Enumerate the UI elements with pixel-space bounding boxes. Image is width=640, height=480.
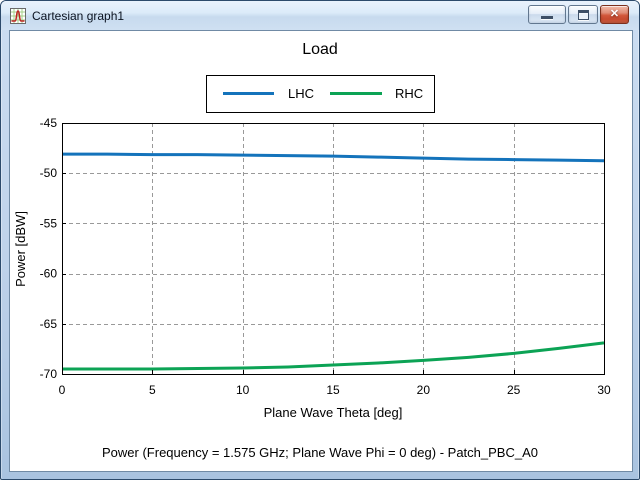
close-icon: ✕ [609,8,620,20]
minimize-icon [541,16,553,19]
legend-label-lhc[interactable]: LHC [288,86,314,101]
title-bar[interactable]: Cartesian graph1 ✕ [1,1,639,30]
x-tick-label: 15 [326,383,340,397]
graph-icon[interactable] [10,7,26,24]
y-tick-label: -70 [40,367,58,381]
chart-svg: Load LHC RHC 0 5 10 15 20 25 30 -45 -50 -55 -60 -65 -… [13,41,611,460]
x-tick-label: 10 [236,383,250,397]
legend-label-rhc[interactable]: RHC [395,86,423,101]
grid-layer [62,123,604,374]
y-tick-label: -50 [40,166,58,180]
x-tick-label: 5 [149,383,156,397]
close-button[interactable]: ✕ [600,5,629,24]
chart-caption: Power (Frequency = 1.575 GHz; Plane Wave… [102,445,538,460]
tick-layer [62,123,605,375]
series-line-lhc[interactable] [62,152,605,163]
minimize-button[interactable] [528,5,566,24]
y-tick-label: -65 [40,317,58,331]
legend-frame [206,75,435,113]
x-axis-title: Plane Wave Theta [deg] [264,405,403,420]
restore-icon [577,9,589,20]
restore-button[interactable] [568,5,598,24]
y-axis-title: Power [dBW] [13,211,28,287]
tick-label-layer: 0 5 10 15 20 25 30 -45 -50 -55 -60 -65 -70 [40,116,611,397]
chart-title: Load [302,41,338,58]
series-layer [62,152,605,371]
x-tick-label: 20 [417,383,431,397]
y-tick-label: -45 [40,116,58,130]
x-tick-label: 0 [59,383,66,397]
window-title: Cartesian graph1 [32,8,125,23]
plot-frame [62,123,605,375]
series-line-rhc[interactable] [62,341,605,371]
x-tick-label: 30 [597,383,611,397]
window-controls: ✕ [528,5,629,24]
chart-legend: LHC RHC [206,75,435,113]
y-tick-label: -60 [40,267,58,281]
x-tick-label: 25 [507,383,521,397]
y-tick-label: -55 [40,216,58,230]
chart-area: Load LHC RHC 0 5 10 15 20 25 30 -45 -50 -55 -60 -65 -… [9,30,633,472]
